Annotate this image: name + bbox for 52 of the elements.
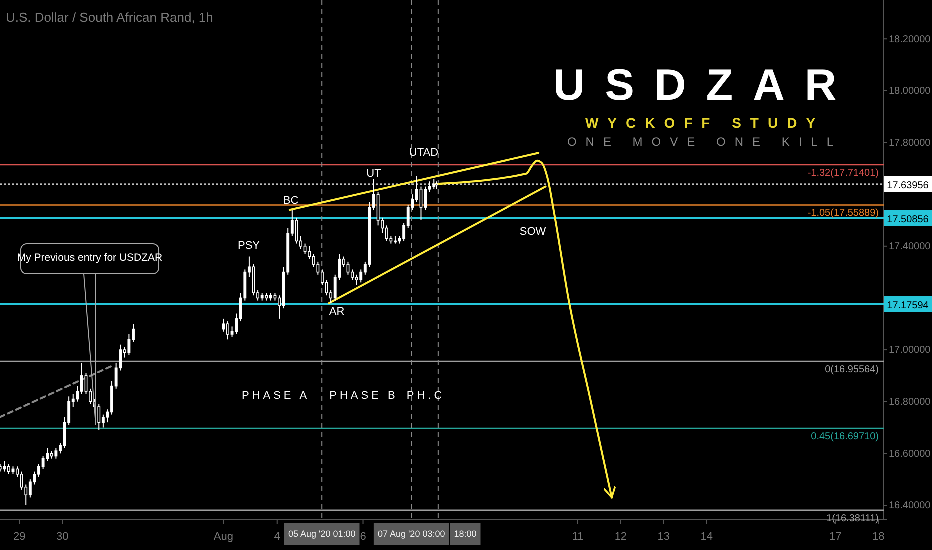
annotation: ONE MOVE ONE KILL	[567, 135, 843, 149]
ref-line-label: -1.05(17.55889)	[808, 208, 879, 220]
annotation: SOW	[520, 226, 547, 238]
candlestick	[7, 464, 10, 475]
candlestick	[295, 217, 298, 244]
candlestick	[355, 274, 358, 286]
annotation: AR	[329, 306, 345, 318]
x-tick-label: 18	[872, 531, 885, 543]
ref-line-label: 17.63956	[887, 180, 930, 192]
annotation: PHASE A	[242, 390, 310, 402]
candlestick	[98, 404, 101, 431]
x-tick-label: 6	[360, 531, 366, 543]
x-tick-label: Aug	[214, 531, 234, 543]
x-tick-label: 30	[56, 531, 69, 543]
ref-line-label: 17.17594	[887, 300, 930, 312]
annotation: PH.C	[406, 390, 446, 402]
ref-line-label: 18:00	[454, 529, 477, 539]
y-tick-label: 17.40000	[889, 242, 932, 253]
annotation: BC	[283, 195, 299, 207]
y-tick-label: 16.40000	[889, 500, 932, 512]
text: U.S. Dollar / South African Rand, 1h	[6, 10, 214, 25]
x-tick-label: 12	[614, 531, 628, 543]
ref-line-label: 17.50856	[887, 214, 930, 226]
ref-line-label: 07 Aug '20 03:00	[378, 529, 446, 539]
annotation: PHASE B	[330, 390, 398, 402]
y-tick-label: 18.20000	[889, 34, 932, 46]
annotation: UT	[366, 168, 382, 180]
candlestick	[222, 318, 226, 332]
x-tick-label: 29	[14, 531, 26, 543]
annotation: WYCKOFF STUDY	[585, 115, 825, 131]
x-tick-label: 11	[572, 531, 584, 543]
x-tick-label: 13	[658, 531, 670, 543]
y-tick-label: 16.80000	[889, 397, 932, 408]
y-tick-label: 16.60000	[889, 448, 932, 460]
annotation: USDZAR	[553, 61, 857, 110]
x-tick-label: 14	[700, 531, 713, 543]
candlestick	[54, 448, 58, 460]
ref-line-label: 0(16.95564)	[825, 364, 879, 376]
candlestick	[3, 460, 6, 472]
y-tick-label: 17.80000	[889, 138, 932, 149]
y-tick-label: 17.00000	[889, 345, 932, 356]
ref-line-label: 05 Aug '20 01:00	[288, 529, 356, 539]
annotation: PSY	[238, 240, 261, 252]
x-tick-label: 17	[830, 531, 842, 543]
candlestick	[304, 243, 307, 255]
x-tick-label: 4	[274, 531, 280, 543]
annotation: UTAD	[409, 147, 439, 159]
ref-line-label: 1(16.38111)	[826, 513, 879, 524]
ref-line-label: 0.45(16.69710)	[811, 432, 879, 443]
y-tick-label: 18.00000	[889, 86, 932, 98]
candlestick	[424, 186, 428, 211]
ref-line-label: -1.32(17.71401)	[808, 168, 879, 180]
